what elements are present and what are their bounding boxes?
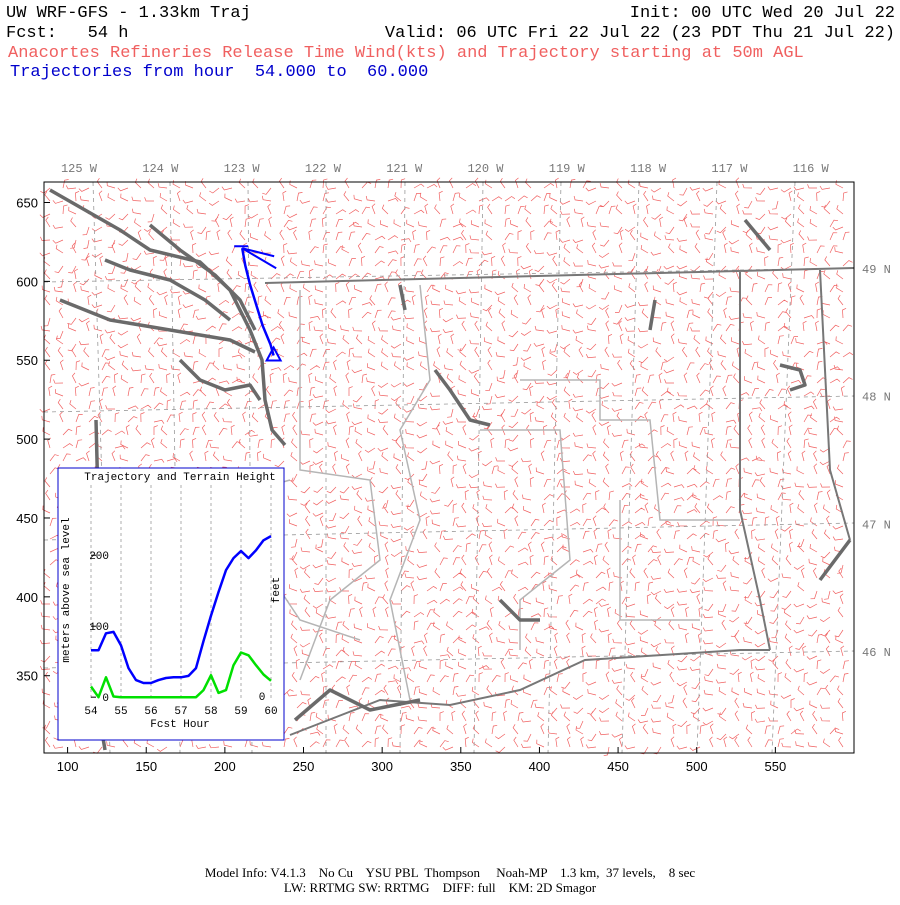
x-tick-label: 450: [607, 759, 629, 774]
y-tick-label: 400: [16, 590, 38, 605]
y-tick-label: 100: [89, 622, 109, 634]
x-tick-label: 56: [144, 706, 157, 718]
model-title: UW WRF-GFS - 1.33km Traj: [6, 4, 251, 23]
longitude-label: 124 W: [142, 162, 179, 176]
x-tick-label: 400: [529, 759, 551, 774]
longitude-label: 122 W: [305, 162, 342, 176]
y-tick-label: 650: [16, 196, 38, 211]
longitude-label: 123 W: [224, 162, 261, 176]
x-tick-label: 60: [264, 706, 277, 718]
release-marker: [264, 345, 283, 362]
x-tick-label: 58: [204, 706, 217, 718]
longitude-label: 121 W: [386, 162, 423, 176]
y-tick-label: 600: [16, 274, 38, 289]
latitude-label: 49 N: [862, 263, 891, 277]
x-tick-label: 200: [214, 759, 236, 774]
x-tick-label: 59: [234, 706, 247, 718]
inset-title: Trajectory and Terrain Height: [84, 472, 275, 484]
y-tick-label: 200: [89, 551, 109, 563]
x-tick-label: 100: [57, 759, 79, 774]
model-physics: LW: RRTMG SW: RRTMG DIFF: full KM: 2D Sm…: [284, 880, 597, 895]
y-tick-label: 500: [16, 432, 38, 447]
boundaries: [264, 267, 855, 736]
init-time: Init: 00 UTC Wed 20 Jul 22: [630, 4, 895, 23]
longitude-label: 117 W: [711, 162, 748, 176]
y-tick-label: 0: [102, 693, 109, 705]
longitude-label: 116 W: [793, 162, 830, 176]
y2-axis-label: feet: [271, 577, 283, 603]
forecast-hour: Fcst: 54 h: [6, 24, 128, 43]
map-frame: [43, 181, 855, 754]
inset-plot: 54 55 56 57 58 59 60 0 100 200: [84, 485, 278, 718]
x-tick-label: 55: [114, 706, 127, 718]
inset-panel: [57, 467, 285, 741]
x-tick-label: 500: [686, 759, 708, 774]
trajectory-line: [240, 247, 275, 356]
y-tick-label: 550: [16, 353, 38, 368]
latitude-label: 48 N: [862, 391, 891, 405]
x-tick-label: 300: [371, 759, 393, 774]
x-tick-label: 54: [84, 706, 98, 718]
longitude-label: 119 W: [549, 162, 586, 176]
x-tick-label: 150: [135, 759, 157, 774]
valid-time: Valid: 06 UTC Fri 22 Jul 22 (23 PDT Thu …: [385, 24, 895, 43]
trajectory-end: [234, 245, 277, 270]
x-axis-label: Fcst Hour: [150, 719, 209, 731]
latitude-label: 47 N: [862, 518, 891, 532]
longitude-label: 125 W: [61, 162, 98, 176]
height-line: [91, 535, 272, 685]
inset-chart: Trajectory and Terrain Height Fcst Hour …: [57, 467, 285, 741]
y2-tick-label: 0: [259, 692, 266, 704]
latitude-label: 46 N: [862, 646, 891, 660]
y-axis-label: meters above sea level: [61, 517, 73, 662]
height-line: [89, 651, 272, 699]
y-tick-label: 450: [16, 511, 38, 526]
trajectory-hours: Trajectories from hour 54.000 to 60.000: [10, 63, 428, 82]
trajectory: [234, 245, 283, 362]
x-tick-label: 550: [765, 759, 787, 774]
longitude-label: 118 W: [630, 162, 667, 176]
x-tick-label: 57: [174, 706, 187, 718]
y-tick-label: 350: [16, 669, 38, 684]
longitude-label: 120 W: [467, 162, 504, 176]
model-info: Model Info: V4.1.3 No Cu YSU PBL Thompso…: [205, 865, 695, 880]
x-tick-label: 350: [450, 759, 472, 774]
subtitle: Anacortes Refineries Release Time Wind(k…: [8, 44, 804, 63]
x-tick-label: 250: [293, 759, 315, 774]
map-axes: 100 150 200 250 300 350 400 450 500 5503504004505…: [16, 162, 891, 774]
